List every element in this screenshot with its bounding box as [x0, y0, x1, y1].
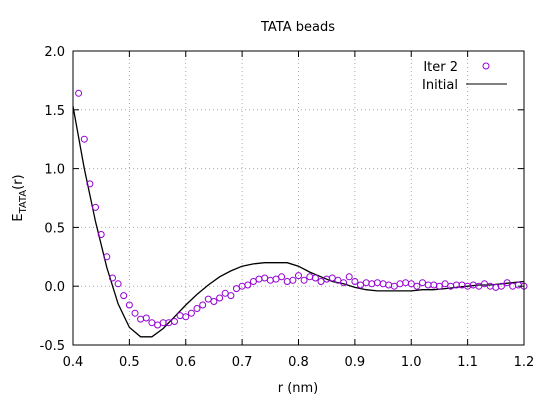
grid [73, 51, 524, 345]
series-point-iter2 [503, 279, 511, 287]
series-point-iter2 [97, 231, 105, 238]
series-point-iter2 [351, 278, 359, 285]
y-axis-label-main: E [11, 213, 26, 221]
series-point-iter2 [199, 301, 207, 309]
axis-ticks: 0.4 0.5 0.6 0.7 0.8 0.9 1.0 1.1 1.2 -0.5 0.0 0.5 1.0… [40, 45, 535, 370]
x-tick-label: 0.9 [345, 355, 366, 370]
x-tick-label: 0.4 [63, 355, 84, 370]
series-point-iter2 [407, 280, 415, 288]
series-point-iter2 [109, 274, 116, 282]
series-point-iter2 [311, 274, 319, 282]
series-point-iter2 [390, 282, 398, 290]
x-tick-label: 1.1 [457, 355, 478, 370]
series-point-iter2 [171, 318, 178, 325]
series-point-iter2 [86, 180, 94, 188]
series-point-iter2 [419, 279, 426, 287]
series-point-iter2 [249, 278, 257, 285]
series-point-iter2 [142, 314, 150, 322]
series-point-iter2 [233, 285, 240, 293]
y-tick-label: 1.0 [44, 163, 65, 178]
series-point-iter2 [300, 276, 308, 284]
chart-title: TATA beads [260, 20, 335, 35]
series-point-iter2 [125, 301, 133, 309]
series-point-iter2 [92, 203, 99, 211]
series-point-iter2 [278, 273, 286, 281]
legend-label-iter2: Iter 2 [423, 60, 458, 75]
series-point-iter2 [295, 272, 302, 280]
series-point-iter2 [244, 281, 252, 289]
legend-label-initial: Initial [422, 78, 458, 93]
series-point-iter2 [328, 274, 336, 282]
series-point-iter2 [114, 280, 122, 288]
y-axis-label: ETATA(r) [11, 174, 29, 221]
x-tick-label: 0.8 [288, 355, 309, 370]
series-point-iter2 [182, 313, 190, 321]
y-tick-label: -0.5 [40, 339, 65, 354]
x-tick-label: 1.0 [401, 355, 422, 370]
series-point-iter2 [340, 279, 348, 287]
series-point-iter2 [120, 292, 128, 300]
series-point-iter2 [187, 309, 195, 317]
series-point-iter2 [75, 89, 83, 97]
x-tick-label: 0.6 [175, 355, 196, 370]
x-tick-label: 1.2 [514, 355, 535, 370]
series-point-iter2 [481, 280, 488, 288]
legend-marker-iter2 [482, 62, 490, 70]
plot-area [72, 89, 528, 338]
series-point-iter2 [435, 282, 443, 290]
y-axis-label-sub: TATA [18, 190, 29, 215]
x-tick-label: 0.7 [232, 355, 253, 370]
series-point-iter2 [413, 282, 421, 290]
series-point-iter2 [289, 276, 297, 284]
series-point-iter2 [317, 278, 325, 285]
series-point-iter2 [345, 273, 353, 281]
series-point-iter2 [204, 295, 212, 303]
series-point-iter2 [103, 253, 111, 261]
series-point-iter2 [148, 319, 156, 327]
series-point-iter2 [131, 309, 139, 317]
series-point-iter2 [334, 276, 342, 284]
series-point-iter2 [221, 289, 229, 297]
series-point-iter2 [441, 280, 449, 288]
series-point-iter2 [227, 292, 235, 300]
legend: Iter 2 Initial [422, 60, 507, 93]
y-axis-label-suffix: (r) [11, 174, 26, 190]
y-tick-label: 0.0 [44, 280, 65, 295]
series-point-iter2 [193, 305, 201, 312]
series-point-iter2 [216, 294, 224, 302]
y-tick-label: 1.5 [44, 104, 65, 119]
series-point-iter2 [497, 282, 505, 290]
series-point-iter2 [475, 282, 483, 290]
series-point-iter2 [357, 281, 364, 289]
y-tick-label: 0.5 [44, 221, 65, 236]
series-point-iter2 [80, 135, 88, 143]
x-tick-label: 0.5 [119, 355, 140, 370]
series-point-iter2 [210, 298, 218, 305]
x-axis-label: r (nm) [278, 381, 319, 396]
y-tick-label: 2.0 [44, 45, 65, 60]
